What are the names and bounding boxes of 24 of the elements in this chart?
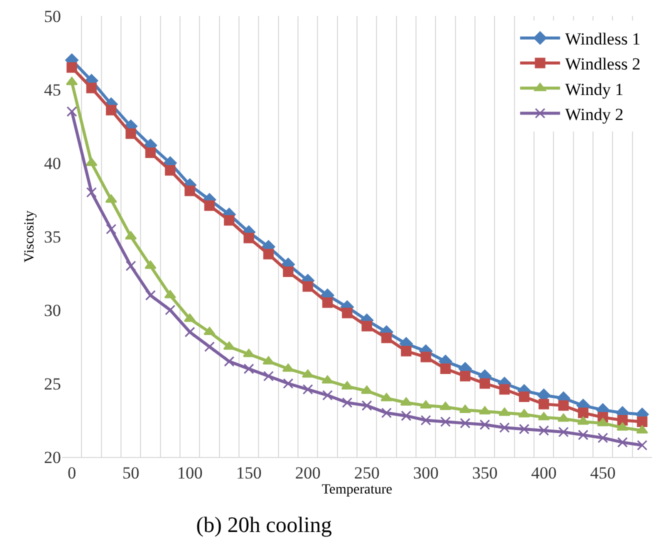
x-tick-label: 50 [122,463,140,482]
y-tick-label: 25 [44,374,61,394]
legend-label: Windy 2 [565,104,624,124]
legend-label: Windless 1 [565,30,640,49]
x-tick-label: 250 [354,463,380,482]
y-axis-title: Viscosity [22,210,38,263]
y-tick-label: 40 [44,154,61,173]
x-tick-label: 200 [295,463,321,482]
y-tick-label: 50 [44,6,61,26]
text: (b) 20h cooling [196,512,332,538]
x-axis-title: Temperature [322,482,392,498]
x-tick-label: 400 [531,463,557,482]
x-tick-label: 300 [413,463,439,482]
x-tick-label: 450 [590,463,616,482]
x-tick-label: 0 [68,463,76,482]
x-tick-label: 100 [177,463,203,482]
x-tick-label: 350 [472,463,498,482]
y-tick-label: 30 [44,300,61,320]
legend-label: Windless 2 [565,54,640,74]
legend-label: Windy 1 [565,80,624,99]
y-tick-label: 45 [44,80,61,100]
x-tick-label: 150 [236,463,262,482]
y-tick-label: 20 [44,448,61,467]
y-tick-label: 35 [44,227,61,246]
